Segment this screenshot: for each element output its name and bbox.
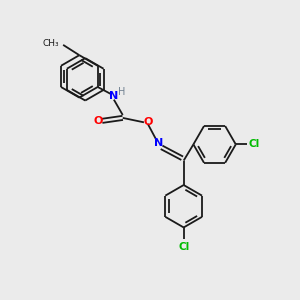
Text: N: N	[109, 91, 119, 101]
Text: H: H	[118, 87, 126, 97]
Text: Cl: Cl	[178, 242, 189, 252]
Text: Cl: Cl	[248, 140, 260, 149]
Text: O: O	[144, 117, 153, 127]
Text: CH₃: CH₃	[43, 39, 60, 48]
Text: N: N	[154, 138, 163, 148]
Text: O: O	[93, 116, 102, 126]
